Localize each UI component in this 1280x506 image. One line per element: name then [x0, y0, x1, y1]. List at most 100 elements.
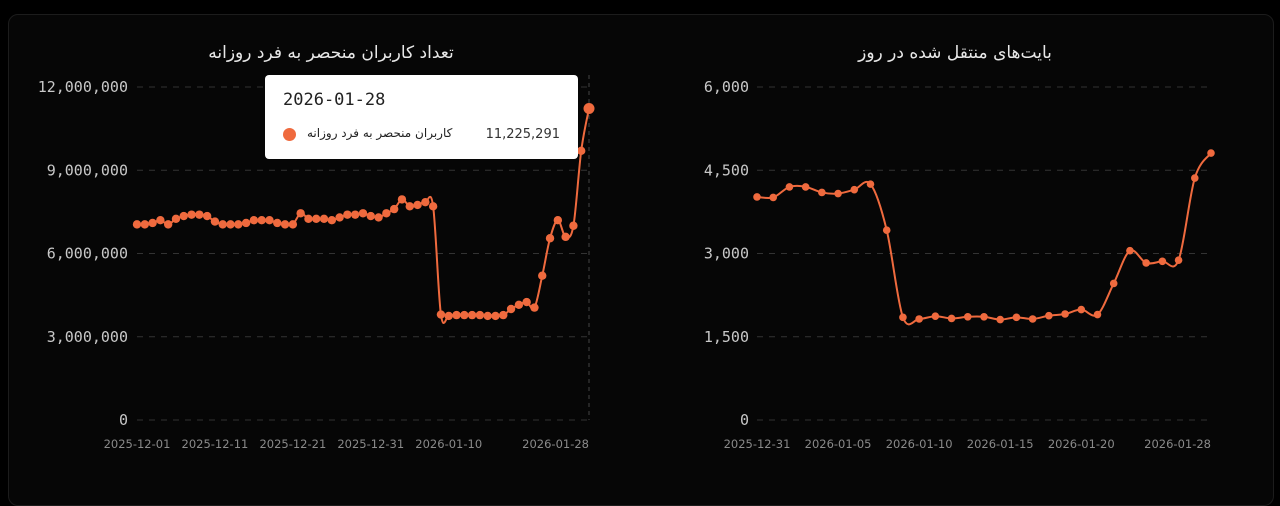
data-point[interactable] — [1158, 257, 1167, 266]
x-tick-label: 2025-12-21 — [259, 437, 326, 451]
data-point[interactable] — [1028, 315, 1037, 323]
data-point[interactable] — [234, 220, 243, 229]
data-point[interactable] — [569, 221, 578, 230]
x-tick-label: 2026-01-28 — [1144, 437, 1211, 451]
data-point[interactable] — [132, 220, 142, 229]
x-tick-label: 2026-01-10 — [886, 437, 953, 451]
data-point[interactable] — [335, 213, 344, 222]
tooltip-value: 11,225,291 — [485, 127, 560, 142]
data-point[interactable] — [1190, 174, 1199, 182]
data-point[interactable] — [899, 313, 907, 322]
data-point[interactable] — [882, 226, 891, 234]
data-point[interactable] — [148, 218, 157, 228]
data-point[interactable] — [1077, 305, 1086, 314]
y-tick-label: 3,000 — [704, 245, 749, 263]
data-point[interactable] — [561, 232, 570, 242]
data-point[interactable] — [577, 146, 586, 156]
data-point[interactable] — [514, 300, 524, 310]
data-point[interactable] — [273, 218, 282, 228]
data-point[interactable] — [1126, 246, 1134, 255]
data-point[interactable] — [1045, 311, 1053, 320]
data-point[interactable] — [538, 271, 547, 280]
data-point[interactable] — [319, 214, 329, 224]
data-point[interactable] — [397, 195, 407, 204]
data-point[interactable] — [187, 210, 196, 219]
chart-title-daily-users: تعداد کاربران منحصر به فرد روزانه — [208, 43, 454, 63]
x-tick-label: 2025-12-31 — [337, 437, 404, 451]
data-point[interactable] — [475, 310, 485, 320]
data-point[interactable] — [460, 310, 469, 320]
data-point[interactable] — [405, 202, 414, 211]
data-point[interactable] — [358, 209, 368, 218]
data-point[interactable] — [583, 102, 595, 114]
data-point[interactable] — [522, 297, 531, 307]
data-point[interactable] — [249, 216, 259, 225]
data-point[interactable] — [156, 216, 165, 225]
data-point[interactable] — [366, 211, 375, 221]
data-point[interactable] — [785, 183, 794, 191]
data-point[interactable] — [257, 216, 266, 225]
data-point[interactable] — [304, 214, 313, 224]
data-point[interactable] — [866, 180, 875, 188]
data-point[interactable] — [1093, 310, 1102, 319]
data-point[interactable] — [818, 188, 826, 197]
data-point[interactable] — [452, 310, 461, 320]
data-point[interactable] — [195, 210, 204, 219]
x-tick-label: 2026-01-05 — [805, 437, 872, 451]
data-point[interactable] — [288, 220, 298, 229]
data-point[interactable] — [947, 314, 956, 323]
data-point[interactable] — [163, 220, 173, 229]
tooltip-series-dot — [283, 128, 296, 141]
data-point[interactable] — [499, 310, 508, 320]
data-point[interactable] — [483, 311, 492, 321]
y-tick-label: 3,000,000 — [47, 328, 128, 346]
data-point[interactable] — [506, 304, 516, 314]
data-point[interactable] — [996, 315, 1005, 324]
data-point[interactable] — [1174, 256, 1183, 264]
data-point[interactable] — [343, 210, 352, 219]
data-point[interactable] — [218, 220, 227, 229]
data-point[interactable] — [834, 189, 842, 198]
data-point[interactable] — [140, 220, 149, 229]
data-point[interactable] — [1109, 279, 1118, 288]
data-point[interactable] — [850, 185, 859, 194]
data-point[interactable] — [265, 216, 274, 225]
data-point[interactable] — [421, 197, 430, 207]
data-point[interactable] — [530, 303, 539, 312]
data-point[interactable] — [1012, 313, 1021, 322]
data-point[interactable] — [382, 209, 391, 218]
data-point[interactable] — [1142, 259, 1150, 267]
data-point[interactable] — [171, 214, 181, 224]
y-tick-label: 9,000,000 — [47, 161, 128, 179]
data-point[interactable] — [296, 209, 305, 218]
data-point[interactable] — [312, 214, 321, 224]
data-point[interactable] — [753, 193, 761, 201]
data-point[interactable] — [389, 204, 399, 214]
data-point[interactable] — [467, 310, 477, 320]
data-point[interactable] — [428, 202, 438, 211]
series-line — [756, 152, 1212, 326]
data-point[interactable] — [179, 211, 188, 221]
data-point[interactable] — [1061, 310, 1069, 318]
data-point[interactable] — [980, 312, 988, 321]
data-point[interactable] — [327, 216, 337, 225]
data-point[interactable] — [1207, 149, 1215, 157]
data-point[interactable] — [915, 315, 923, 323]
data-point[interactable] — [491, 311, 500, 321]
data-point[interactable] — [202, 211, 212, 221]
data-point[interactable] — [769, 193, 778, 202]
data-point[interactable] — [226, 220, 235, 229]
data-point[interactable] — [963, 312, 972, 321]
data-point[interactable] — [436, 310, 446, 319]
data-point[interactable] — [374, 213, 383, 222]
data-point[interactable] — [351, 210, 360, 219]
data-point[interactable] — [280, 220, 290, 229]
data-point[interactable] — [553, 216, 563, 225]
data-point[interactable] — [413, 200, 422, 210]
data-point[interactable] — [801, 183, 810, 191]
data-point[interactable] — [444, 311, 453, 321]
data-point[interactable] — [545, 234, 555, 243]
data-point[interactable] — [931, 312, 940, 321]
data-point[interactable] — [241, 218, 251, 228]
data-point[interactable] — [210, 217, 220, 226]
